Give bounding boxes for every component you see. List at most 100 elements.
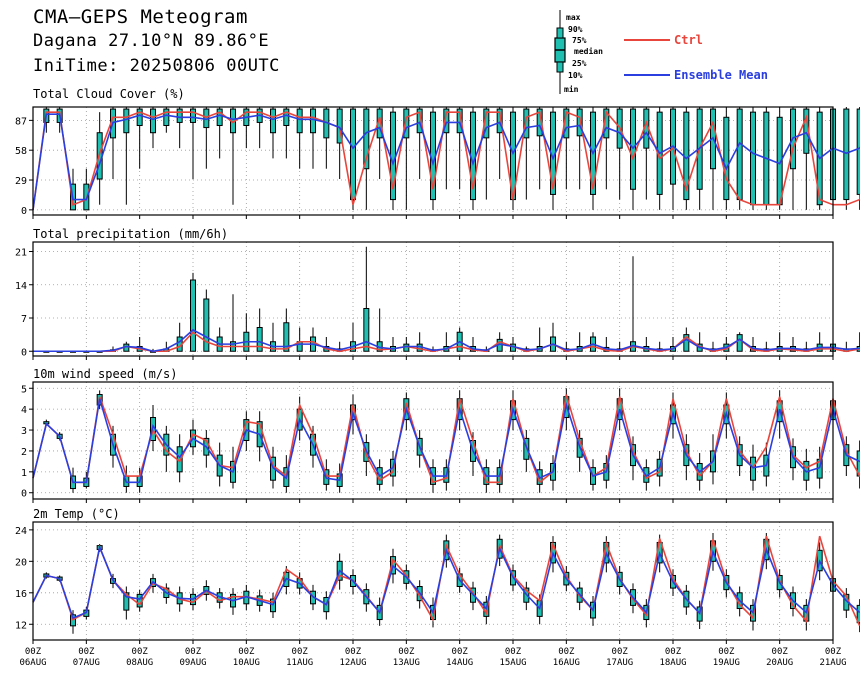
box-body bbox=[150, 108, 156, 134]
box-body bbox=[363, 108, 370, 170]
box-body bbox=[190, 279, 196, 352]
box-body bbox=[310, 108, 316, 134]
x-date-label: 19AUG bbox=[713, 658, 740, 668]
x-hour-label: 00Z bbox=[345, 647, 362, 657]
box-body bbox=[736, 108, 743, 201]
box-body bbox=[523, 108, 530, 139]
y-tick-label: 87 bbox=[15, 116, 27, 127]
x-hour-label: 00Z bbox=[612, 647, 629, 657]
panel-title: 10m wind speed (m/s) bbox=[33, 367, 178, 381]
mean-line bbox=[32, 544, 860, 620]
ctrl-legend-label: Ctrl bbox=[674, 33, 703, 47]
box-body bbox=[256, 327, 263, 352]
ctrl-line bbox=[32, 394, 860, 484]
x-date-label: 11AUG bbox=[286, 658, 313, 668]
y-tick-label: 0 bbox=[21, 206, 27, 217]
x-date-label: 20AUG bbox=[766, 658, 793, 668]
panel-0: Total Cloud Cover (%) 0 29 58 87 bbox=[15, 87, 860, 219]
x-date-label: 12AUG bbox=[339, 658, 366, 668]
x-date-label: 15AUG bbox=[499, 658, 526, 668]
x-date-label: 13AUG bbox=[393, 658, 420, 668]
y-tick-label: 4 bbox=[21, 405, 27, 416]
y-tick-label: 1 bbox=[21, 468, 27, 479]
mean-legend-label: Ensemble Mean bbox=[674, 68, 768, 82]
init-time-label: IniTime: 20250806 00UTC bbox=[33, 56, 280, 76]
mean-line bbox=[33, 328, 860, 353]
box-body bbox=[750, 111, 756, 206]
y-tick-label: 7 bbox=[21, 314, 27, 325]
x-hour-label: 00Z bbox=[772, 647, 789, 657]
legend-p90-label: 90% bbox=[568, 25, 583, 34]
panel-frame bbox=[32, 106, 834, 216]
x-date-label: 10AUG bbox=[233, 658, 260, 668]
legend-median-label: median bbox=[574, 46, 603, 56]
line-legend: Ctrl Ensemble Mean bbox=[624, 33, 768, 82]
x-date-label: 09AUG bbox=[179, 658, 206, 668]
mean-line bbox=[32, 398, 860, 484]
box-body bbox=[416, 108, 423, 134]
y-tick-label: 14 bbox=[15, 281, 27, 292]
x-hour-label: 00Z bbox=[505, 647, 522, 657]
panel-title: Total precipitation (mm/6h) bbox=[33, 227, 228, 241]
x-hour-label: 00Z bbox=[825, 647, 842, 657]
panel-3: 2m Temp (°C) 12 16 20 24 bbox=[15, 507, 860, 644]
x-hour-label: 00Z bbox=[238, 647, 255, 657]
box-body bbox=[216, 108, 223, 127]
box-body bbox=[283, 108, 290, 127]
box-body bbox=[736, 334, 743, 352]
panel-title: Total Cloud Cover (%) bbox=[33, 87, 185, 101]
box-body bbox=[456, 108, 463, 134]
x-hour-label: 00Z bbox=[185, 647, 202, 657]
legend-min-label: min bbox=[564, 84, 579, 94]
x-date-label: 14AUG bbox=[446, 658, 473, 668]
panel-1: Total precipitation (mm/6h) 0 7 14 21 bbox=[15, 227, 860, 360]
x-hour-label: 00Z bbox=[132, 647, 149, 657]
panel-title: 2m Temp (°C) bbox=[33, 507, 120, 521]
box-body bbox=[203, 298, 210, 352]
location-label: Dagana 27.10°N 89.86°E bbox=[33, 31, 270, 51]
x-hour-label: 00Z bbox=[398, 647, 415, 657]
legend-p10-label: 10% bbox=[568, 71, 583, 80]
y-tick-label: 24 bbox=[15, 526, 27, 537]
panel-frame bbox=[32, 241, 834, 357]
mean-line bbox=[32, 113, 860, 210]
box-body bbox=[350, 108, 356, 201]
y-tick-label: 21 bbox=[15, 248, 27, 259]
y-tick-label: 0 bbox=[21, 489, 27, 500]
x-hour-label: 00Z bbox=[558, 647, 575, 657]
x-date-label: 21AUG bbox=[819, 658, 846, 668]
box-body bbox=[496, 108, 503, 134]
box-body bbox=[270, 108, 276, 134]
box-body bbox=[843, 108, 850, 201]
box-body bbox=[190, 108, 196, 123]
box-body bbox=[723, 116, 730, 201]
box-body bbox=[576, 108, 583, 137]
y-tick-label: 29 bbox=[15, 176, 27, 187]
box-legend: max 90% 75% median 25% 10% min bbox=[554, 10, 603, 94]
panel-frame bbox=[32, 381, 834, 500]
panel-2: 10m wind speed (m/s) 0 1 2 3 4 5 bbox=[21, 367, 860, 503]
y-tick-label: 3 bbox=[21, 426, 27, 437]
panel-frame bbox=[32, 521, 834, 641]
y-tick-label: 20 bbox=[15, 557, 27, 568]
box-body bbox=[136, 108, 143, 127]
y-tick-label: 16 bbox=[15, 589, 27, 600]
x-date-label: 06AUG bbox=[19, 658, 46, 668]
y-tick-label: 2 bbox=[21, 447, 27, 458]
x-date-label: 17AUG bbox=[606, 658, 633, 668]
box-body bbox=[443, 108, 450, 134]
box-body bbox=[123, 108, 130, 134]
x-date-label: 18AUG bbox=[659, 658, 686, 668]
x-hour-label: 00Z bbox=[718, 647, 735, 657]
x-hour-label: 00Z bbox=[665, 647, 682, 657]
y-tick-label: 12 bbox=[15, 620, 27, 631]
ctrl-line bbox=[32, 535, 860, 627]
x-date-label: 16AUG bbox=[553, 658, 580, 668]
box-body bbox=[683, 334, 690, 352]
y-tick-label: 0 bbox=[21, 347, 27, 358]
x-hour-label: 00Z bbox=[78, 647, 95, 657]
box-body bbox=[123, 592, 130, 611]
y-tick-label: 5 bbox=[21, 384, 27, 395]
box-body bbox=[296, 108, 303, 134]
